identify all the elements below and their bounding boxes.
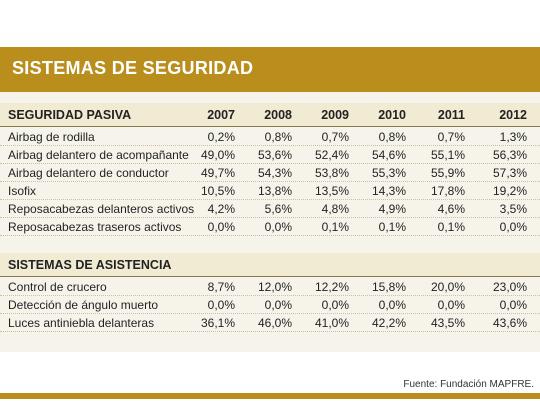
source-note: Fuente: Fundación MAPFRE. — [403, 379, 534, 390]
year-header: 2009 — [321, 108, 349, 122]
year-header: 2007 — [207, 108, 235, 122]
value-cell: 0,0% — [437, 298, 465, 312]
row-label: Control de crucero — [8, 280, 107, 294]
section-header: SISTEMAS DE ASISTENCIA — [0, 253, 540, 277]
section-label: SEGURIDAD PASIVA — [8, 108, 132, 122]
value-cell: 10,5% — [200, 184, 235, 198]
value-cell: 0,8% — [378, 130, 406, 144]
row-label: Isofix — [8, 184, 37, 198]
value-cell: 49,0% — [200, 148, 235, 162]
value-cell: 13,8% — [257, 184, 292, 198]
value-cell: 0,0% — [207, 298, 235, 312]
value-cell: 56,3% — [492, 148, 527, 162]
value-cell: 3,5% — [499, 202, 527, 216]
value-cell: 12,2% — [314, 280, 349, 294]
row-label: Airbag delantero de conductor — [8, 166, 169, 180]
value-cell: 20,0% — [430, 280, 465, 294]
value-cell: 17,8% — [430, 184, 465, 198]
table-row: Luces antiniebla delanteras 36,1% 46,0% 41,… — [0, 314, 540, 332]
value-cell: 0,0% — [378, 298, 406, 312]
row-label: Airbag delantero de acompañante — [8, 148, 189, 162]
year-header: 2008 — [264, 108, 292, 122]
value-cell: 57,3% — [492, 166, 527, 180]
value-cell: 0,8% — [264, 130, 292, 144]
value-cell: 36,1% — [200, 316, 235, 330]
value-cell: 0,0% — [264, 298, 292, 312]
row-label: Reposacabezas traseros activos — [8, 220, 182, 234]
table-row: Reposacabezas delanteros activos 4,2% 5,6%… — [0, 200, 540, 218]
table-row: Reposacabezas traseros activos 0,0% 0,0% 0,… — [0, 218, 540, 236]
value-cell: 23,0% — [492, 280, 527, 294]
value-cell: 4,2% — [207, 202, 235, 216]
value-cell: 55,3% — [371, 166, 406, 180]
value-cell: 0,0% — [321, 298, 349, 312]
year-header: 2011 — [437, 108, 465, 122]
value-cell: 1,3% — [499, 130, 527, 144]
value-cell: 4,8% — [321, 202, 349, 216]
value-cell: 14,3% — [371, 184, 406, 198]
value-cell: 8,7% — [207, 280, 235, 294]
value-cell: 0,0% — [207, 220, 235, 234]
value-cell: 0,7% — [321, 130, 349, 144]
value-cell: 54,3% — [257, 166, 292, 180]
year-header: 2012 — [499, 108, 527, 122]
value-cell: 0,0% — [264, 220, 292, 234]
table-row: Airbag delantero de acompañante 49,0% 53,6… — [0, 146, 540, 164]
table-row: Control de crucero 8,7% 12,0% 12,2% 15,8% 20,… — [0, 278, 540, 296]
table-panel: SISTEMAS DE SEGURIDAD SEGURIDAD PASIVA 20… — [0, 47, 540, 399]
value-cell: 41,0% — [314, 316, 349, 330]
value-cell: 43,6% — [492, 316, 527, 330]
row-label: Airbag de rodilla — [8, 130, 95, 144]
value-cell: 19,2% — [492, 184, 527, 198]
value-cell: 49,7% — [200, 166, 235, 180]
value-cell: 4,6% — [437, 202, 465, 216]
value-cell: 53,8% — [314, 166, 349, 180]
value-cell: 5,6% — [264, 202, 292, 216]
row-label: Reposacabezas delanteros activos — [8, 202, 195, 216]
table-row: Detección de ángulo muerto 0,0% 0,0% 0,0% 0,… — [0, 296, 540, 314]
value-cell: 53,6% — [257, 148, 292, 162]
table-row: Airbag delantero de conductor 49,7% 54,3% 5… — [0, 164, 540, 182]
table-title: SISTEMAS DE SEGURIDAD — [12, 58, 254, 78]
value-cell: 0,1% — [437, 220, 465, 234]
value-cell: 0,1% — [378, 220, 406, 234]
value-cell: 12,0% — [257, 280, 292, 294]
table-row: Airbag de rodilla 0,2% 0,8% 0,7% 0,8% 0,7% 1,3… — [0, 128, 540, 146]
bottom-bar — [0, 393, 540, 399]
value-cell: 55,9% — [430, 166, 465, 180]
value-cell: 55,1% — [430, 148, 465, 162]
table-row: Isofix 10,5% 13,8% 13,5% 14,3% 17,8% 19,2% — [0, 182, 540, 200]
row-label: Luces antiniebla delanteras — [8, 316, 155, 330]
value-cell: 0,2% — [207, 130, 235, 144]
value-cell: 4,9% — [378, 202, 406, 216]
value-cell: 52,4% — [314, 148, 349, 162]
value-cell: 54,6% — [371, 148, 406, 162]
value-cell: 43,5% — [430, 316, 465, 330]
value-cell: 0,0% — [499, 220, 527, 234]
section-header: SEGURIDAD PASIVA 2007 2008 2009 2010 2011 2012 — [0, 103, 540, 127]
value-cell: 0,1% — [321, 220, 349, 234]
value-cell: 42,2% — [371, 316, 406, 330]
value-cell: 0,7% — [437, 130, 465, 144]
section-label: SISTEMAS DE ASISTENCIA — [8, 258, 172, 272]
row-label: Detección de ángulo muerto — [8, 298, 159, 312]
value-cell: 46,0% — [257, 316, 292, 330]
value-cell: 15,8% — [371, 280, 406, 294]
value-cell: 0,0% — [499, 298, 527, 312]
title-bar: SISTEMAS DE SEGURIDAD — [0, 47, 540, 92]
value-cell: 13,5% — [314, 184, 349, 198]
year-header: 2010 — [378, 108, 406, 122]
